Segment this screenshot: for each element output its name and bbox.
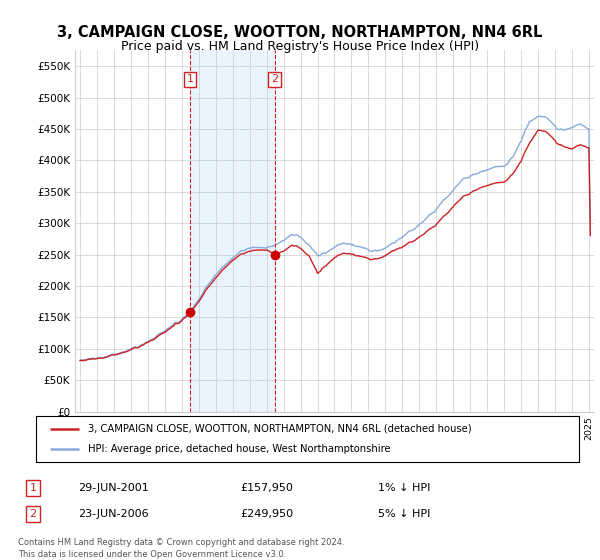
Text: 2: 2 [29, 509, 37, 519]
Text: 3, CAMPAIGN CLOSE, WOOTTON, NORTHAMPTON, NN4 6RL: 3, CAMPAIGN CLOSE, WOOTTON, NORTHAMPTON,… [58, 25, 542, 40]
Text: Contains HM Land Registry data © Crown copyright and database right 2024.: Contains HM Land Registry data © Crown c… [18, 538, 344, 547]
Text: 3, CAMPAIGN CLOSE, WOOTTON, NORTHAMPTON, NN4 6RL (detached house): 3, CAMPAIGN CLOSE, WOOTTON, NORTHAMPTON,… [88, 424, 471, 434]
Text: HPI: Average price, detached house, West Northamptonshire: HPI: Average price, detached house, West… [88, 444, 390, 454]
Text: 1: 1 [187, 74, 194, 85]
Text: £249,950: £249,950 [240, 509, 293, 519]
Text: This data is licensed under the Open Government Licence v3.0.: This data is licensed under the Open Gov… [18, 550, 286, 559]
Text: 5% ↓ HPI: 5% ↓ HPI [378, 509, 430, 519]
Text: Price paid vs. HM Land Registry's House Price Index (HPI): Price paid vs. HM Land Registry's House … [121, 40, 479, 53]
Text: 1: 1 [29, 483, 37, 493]
Text: 29-JUN-2001: 29-JUN-2001 [78, 483, 149, 493]
Text: 2: 2 [271, 74, 278, 85]
Bar [190, 50, 275, 412]
Text: 23-JUN-2006: 23-JUN-2006 [78, 509, 149, 519]
Text: 1% ↓ HPI: 1% ↓ HPI [378, 483, 430, 493]
Text: £157,950: £157,950 [240, 483, 293, 493]
